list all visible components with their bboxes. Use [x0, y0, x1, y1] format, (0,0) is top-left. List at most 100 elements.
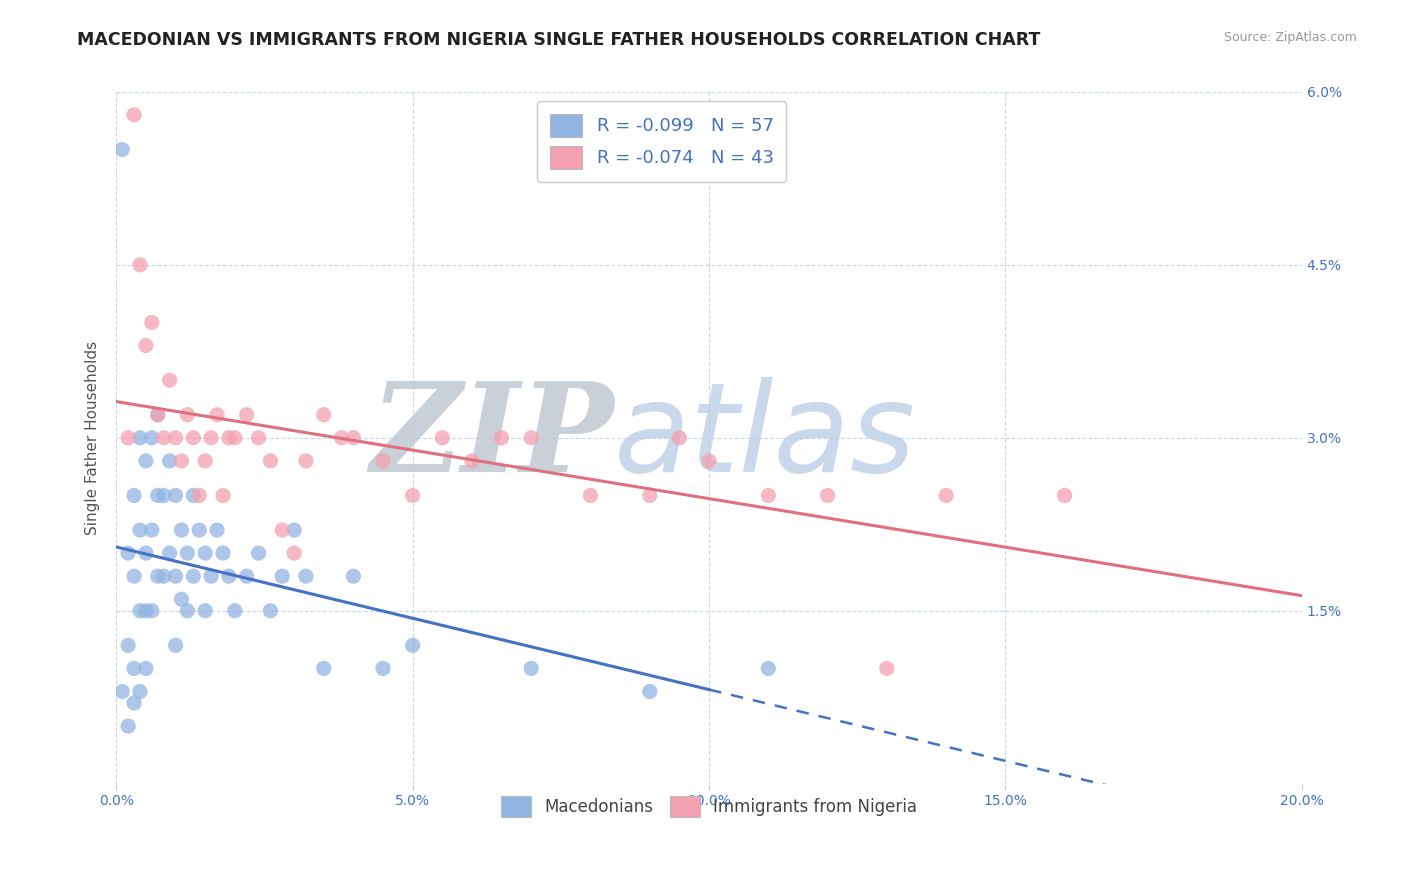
Point: [159, 454, 181, 468]
Point: [129, 258, 152, 272]
Point: [188, 488, 211, 502]
Point: [371, 454, 394, 468]
Point: [212, 546, 235, 560]
Point: [129, 431, 152, 445]
Point: [141, 523, 163, 537]
Point: [176, 546, 198, 560]
Point: [165, 431, 187, 445]
Point: [520, 661, 543, 675]
Point: [330, 431, 353, 445]
Point: [342, 569, 364, 583]
Point: [152, 488, 174, 502]
Point: [129, 523, 152, 537]
Point: [117, 719, 139, 733]
Point: [194, 546, 217, 560]
Point: [122, 569, 145, 583]
Point: [117, 638, 139, 652]
Point: [194, 454, 217, 468]
Point: [247, 546, 270, 560]
Point: [170, 523, 193, 537]
Point: [283, 546, 305, 560]
Point: [212, 488, 235, 502]
Point: [247, 431, 270, 445]
Point: [235, 408, 257, 422]
Point: [579, 488, 602, 502]
Point: [135, 338, 157, 352]
Point: [876, 661, 898, 675]
Point: [259, 454, 281, 468]
Point: [135, 454, 157, 468]
Point: [176, 604, 198, 618]
Point: [235, 569, 257, 583]
Point: [183, 569, 205, 583]
Point: [205, 408, 228, 422]
Point: [152, 569, 174, 583]
Point: [170, 454, 193, 468]
Point: [111, 143, 134, 157]
Point: [122, 108, 145, 122]
Point: [935, 488, 957, 502]
Point: [165, 638, 187, 652]
Point: [159, 373, 181, 387]
Point: [129, 604, 152, 618]
Point: [176, 408, 198, 422]
Point: [756, 661, 779, 675]
Point: [111, 684, 134, 698]
Point: [312, 408, 335, 422]
Point: [461, 454, 484, 468]
Point: [342, 431, 364, 445]
Point: [122, 696, 145, 710]
Point: [194, 604, 217, 618]
Point: [135, 604, 157, 618]
Text: Source: ZipAtlas.com: Source: ZipAtlas.com: [1223, 31, 1357, 45]
Point: [638, 488, 661, 502]
Point: [141, 604, 163, 618]
Point: [152, 431, 174, 445]
Point: [135, 661, 157, 675]
Point: [129, 684, 152, 698]
Point: [401, 488, 423, 502]
Point: [271, 523, 294, 537]
Point: [668, 431, 690, 445]
Point: [141, 316, 163, 330]
Point: [117, 546, 139, 560]
Point: [146, 408, 169, 422]
Point: [165, 488, 187, 502]
Text: ZIP: ZIP: [370, 377, 614, 499]
Point: [122, 661, 145, 675]
Point: [159, 546, 181, 560]
Point: [146, 488, 169, 502]
Point: [371, 661, 394, 675]
Point: [117, 431, 139, 445]
Point: [183, 488, 205, 502]
Point: [170, 592, 193, 607]
Point: [756, 488, 779, 502]
Point: [432, 431, 454, 445]
Legend: Macedonians, Immigrants from Nigeria: Macedonians, Immigrants from Nigeria: [494, 789, 924, 824]
Point: [218, 569, 240, 583]
Point: [638, 684, 661, 698]
Point: [122, 488, 145, 502]
Point: [200, 431, 222, 445]
Point: [295, 569, 318, 583]
Point: [271, 569, 294, 583]
Text: MACEDONIAN VS IMMIGRANTS FROM NIGERIA SINGLE FATHER HOUSEHOLDS CORRELATION CHART: MACEDONIAN VS IMMIGRANTS FROM NIGERIA SI…: [77, 31, 1040, 49]
Point: [146, 569, 169, 583]
Point: [697, 454, 720, 468]
Point: [491, 431, 513, 445]
Point: [283, 523, 305, 537]
Point: [135, 546, 157, 560]
Point: [146, 408, 169, 422]
Point: [312, 661, 335, 675]
Point: [183, 431, 205, 445]
Point: [224, 431, 246, 445]
Point: [401, 638, 423, 652]
Point: [200, 569, 222, 583]
Point: [1053, 488, 1076, 502]
Text: atlas: atlas: [614, 377, 917, 499]
Point: [295, 454, 318, 468]
Point: [817, 488, 839, 502]
Point: [141, 431, 163, 445]
Point: [205, 523, 228, 537]
Y-axis label: Single Father Households: Single Father Households: [86, 341, 100, 535]
